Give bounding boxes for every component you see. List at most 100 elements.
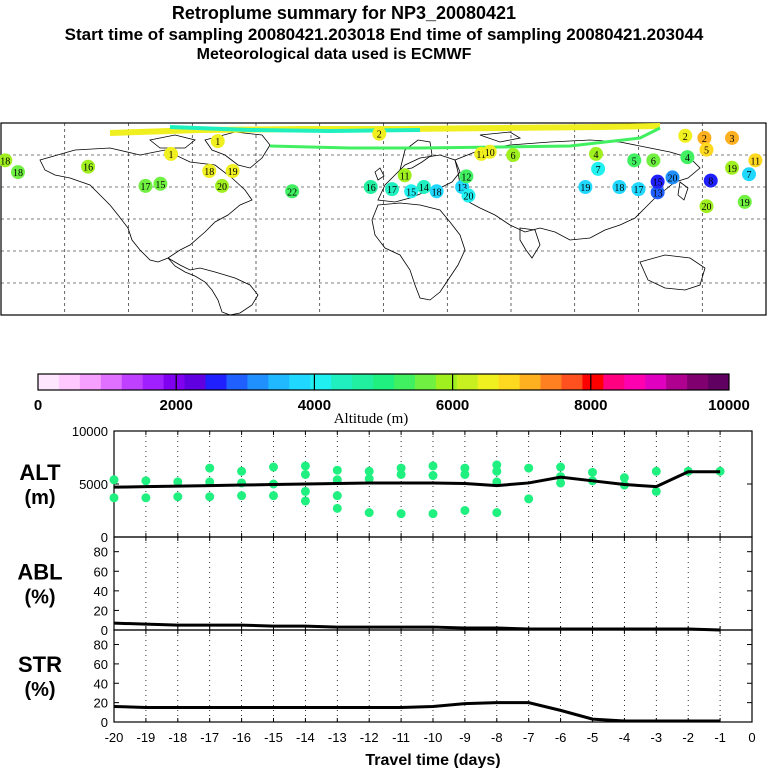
altitude-colorbar: 0 2000 4000 6000 8000 10000 Altitude (m)	[34, 373, 750, 427]
altitude-cluster-point	[205, 492, 215, 502]
plume-point: 11	[748, 153, 763, 168]
y-tick-label: 0	[101, 715, 108, 730]
plume-point: 13	[650, 185, 665, 200]
plume-point-label: 4	[594, 150, 599, 161]
x-tick-label: -13	[328, 730, 347, 745]
plume-point: 6	[646, 153, 661, 168]
plume-point: 12	[459, 169, 474, 184]
plume-point: 5	[627, 153, 642, 168]
plume-point: 19	[725, 160, 739, 175]
x-tick-label: -14	[296, 730, 315, 745]
plume-point-marker	[650, 185, 665, 200]
colorbar-cell	[100, 374, 123, 390]
altitude-cluster-point	[460, 506, 470, 515]
x-axis-label: Travel time (days)	[365, 752, 500, 768]
colorbar-cell	[645, 374, 667, 390]
plume-point: 16	[81, 159, 96, 174]
x-tick-label: -16	[232, 730, 251, 745]
plume-point: 8	[703, 173, 718, 188]
panel-alt: ALT(m) 0 5000 10000	[19, 424, 753, 545]
x-tick-label: -17	[200, 730, 219, 745]
colorbar-cell	[687, 374, 709, 390]
plume-point: 7	[742, 167, 756, 182]
plume-point-label: 18	[432, 187, 442, 198]
y-tick-label: 20	[94, 603, 108, 618]
series-line	[113, 701, 721, 723]
altitude-cluster-point	[205, 463, 215, 473]
altitude-cluster-point	[237, 491, 247, 501]
colorbar-cell	[142, 374, 165, 390]
plume-point-label: 13	[457, 183, 467, 194]
plume-point-label: 19	[727, 164, 737, 175]
series-line	[113, 470, 721, 489]
x-tick-label: -5	[587, 730, 599, 745]
x-tick-label: -18	[168, 730, 187, 745]
plume-point-label: 8	[708, 177, 713, 188]
altitude-cluster-point	[524, 463, 534, 473]
colorbar-cell	[603, 374, 625, 390]
plume-point-marker	[138, 178, 153, 193]
colorbar-cell	[666, 374, 688, 390]
plume-point-label: 10	[485, 148, 495, 159]
colorbar-cell	[561, 374, 583, 390]
plume-point: 20	[665, 170, 680, 185]
plume-point-marker	[482, 144, 497, 159]
plume-point: 18	[0, 153, 13, 168]
colorbar-cell	[79, 374, 102, 390]
x-tick-label: -9	[459, 730, 471, 745]
plume-point-label: 6	[651, 156, 656, 167]
colorbar-cell	[435, 374, 458, 390]
altitude-cluster-point	[492, 460, 502, 470]
altitude-cluster-point	[619, 473, 629, 483]
plume-point-marker	[210, 134, 225, 149]
x-tick-label: -12	[360, 730, 379, 745]
plume-point: 20	[699, 199, 714, 214]
x-tick-label: -15	[264, 730, 283, 745]
plume-point-label: 14	[419, 183, 429, 194]
plume-point: 18	[11, 165, 25, 180]
colorbar-cell	[58, 374, 81, 390]
plume-point-label: 16	[83, 163, 93, 174]
plume-point: 17	[631, 182, 646, 197]
altitude-cluster-point	[396, 469, 406, 479]
colorbar-tick-label: 10000	[708, 397, 750, 414]
plume-point-marker	[0, 153, 13, 168]
y-tick-label: 20	[94, 696, 108, 711]
x-tick-label: -4	[619, 730, 631, 745]
plume-point-label: 11	[476, 150, 486, 161]
time-series-panels: ALT(m)0500010000ABL(%)020406080STR(%)020…	[17, 424, 755, 768]
plume-point-label: 22	[287, 187, 297, 198]
plume-point-label: 7	[596, 165, 601, 176]
colorbar-cell	[352, 374, 374, 390]
plume-point-marker	[699, 142, 714, 157]
y-tick-label: 80	[94, 638, 108, 653]
altitude-cluster-point	[396, 509, 406, 519]
x-tick-label: -7	[523, 730, 535, 745]
plume-point-label: 2	[683, 132, 688, 143]
x-tick-label: -8	[491, 730, 503, 745]
plume-point-marker	[164, 146, 178, 161]
altitude-cluster-point	[651, 466, 661, 476]
plume-point-label: 15	[653, 178, 663, 189]
plume-point-marker	[459, 169, 474, 184]
plume-point-marker	[385, 182, 399, 197]
plume-point: 18	[202, 164, 217, 178]
colorbar-cell	[540, 374, 562, 390]
plume-point-label: 20	[217, 182, 227, 193]
altitude-cluster-point	[300, 496, 310, 506]
plume-point-label: 17	[387, 185, 397, 196]
plume-point: 20	[215, 178, 229, 193]
plume-point: 19	[578, 180, 593, 194]
plume-point: 3	[725, 130, 739, 145]
plume-point-marker	[589, 146, 603, 161]
altitude-cluster-point	[428, 471, 438, 481]
plume-point: 1	[164, 146, 178, 161]
altitude-cluster-point	[460, 469, 470, 479]
x-tick-label: -10	[424, 730, 443, 745]
plume-point-marker	[748, 153, 763, 168]
panel-frame	[113, 536, 753, 631]
plume-point: 14	[416, 180, 431, 194]
plume-point-marker	[631, 182, 646, 197]
plume-point-label: 19	[580, 183, 590, 194]
